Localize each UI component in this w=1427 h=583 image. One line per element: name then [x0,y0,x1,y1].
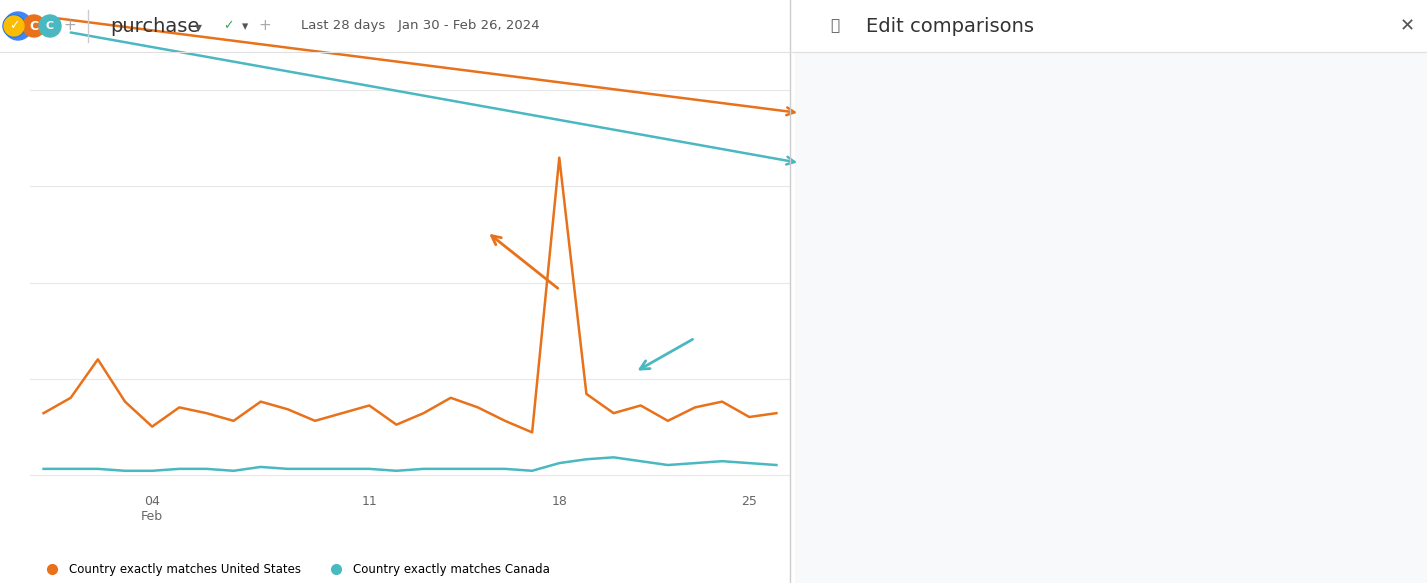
Text: ✕: ✕ [1400,17,1414,35]
Circle shape [3,15,26,37]
Text: Canada: Canada [870,272,929,286]
Text: +: + [258,19,271,33]
Text: ▾: ▾ [194,20,201,34]
Text: over time: over time [117,12,184,26]
Text: +: + [64,19,77,33]
Text: ✓: ✓ [223,19,233,33]
Circle shape [39,15,61,37]
Circle shape [4,12,31,40]
Bar [795,0,1427,583]
Text: ▾: ▾ [174,16,180,26]
Text: Country exactly matches: Country exactly matches [870,250,1063,265]
Text: purchase: purchase [110,16,200,36]
Text: COMPARISONS (ADD UP TO 4): COMPARISONS (ADD UP TO 4) [826,65,1013,75]
Bar [813,88,839,200]
Text: + Add new comparison: + Add new comparison [1022,347,1200,363]
FancyBboxPatch shape [811,330,1411,380]
Circle shape [23,15,46,37]
Text: C: C [46,21,54,31]
FancyBboxPatch shape [811,88,1411,200]
Text: ⋮: ⋮ [1371,134,1394,154]
Text: ⋮: ⋮ [1371,255,1394,275]
Text: ▾: ▾ [241,20,248,33]
Circle shape [4,16,24,36]
Bar [0,0,1427,52]
Text: Country exactly matches: Country exactly matches [870,128,1063,143]
Text: C: C [30,19,39,33]
Text: Last 28 days   Jan 30 - Feb 26, 2024: Last 28 days Jan 30 - Feb 26, 2024 [301,19,539,33]
FancyBboxPatch shape [811,210,1411,320]
Text: Conversions: Conversions [23,12,107,26]
Bar [795,0,1427,52]
Legend: Country exactly matches United States, Country exactly matches Canada: Country exactly matches United States, C… [36,558,555,581]
Text: ✓: ✓ [9,19,19,33]
Text: 📊: 📊 [831,19,839,33]
Text: Edit comparisons: Edit comparisons [866,16,1035,36]
Text: United States: United States [870,150,975,166]
Text: ▾: ▾ [104,16,110,26]
Bar [813,210,839,320]
